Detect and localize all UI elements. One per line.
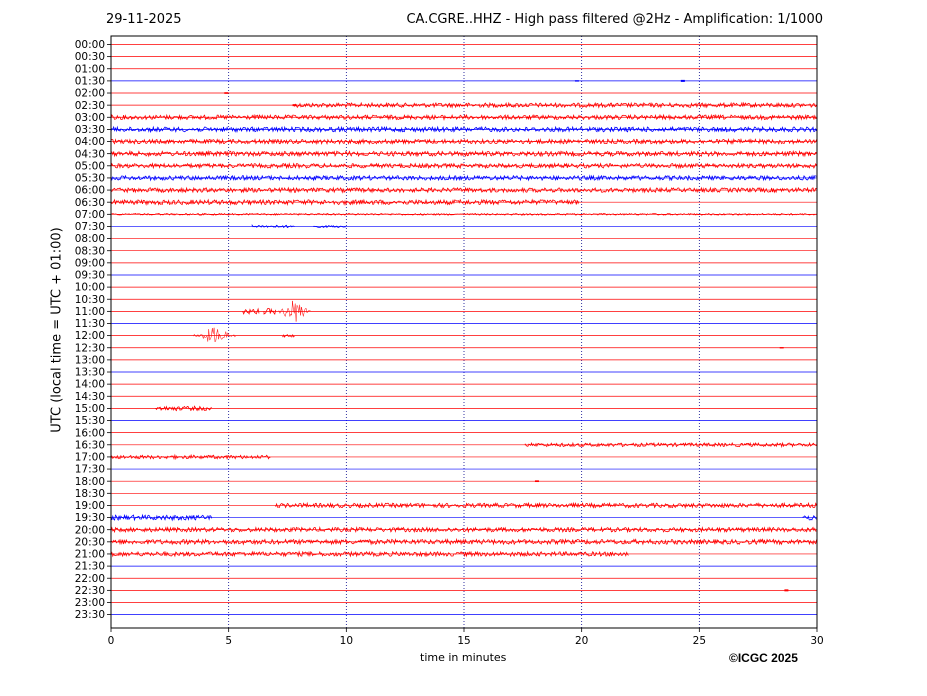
trace-signal [313,224,346,229]
y-tick-label: 15:30 [75,415,105,427]
y-tick-label: 04:30 [75,148,105,160]
trace-signal [251,223,295,229]
trace-signal [263,307,277,316]
trace-signal [110,525,817,534]
trace-signal [110,125,817,134]
x-tick-label: 25 [693,635,706,647]
y-tick-label: 07:30 [75,221,105,233]
trace-signal [110,212,817,216]
y-tick-label: 09:00 [75,257,105,269]
y-tick-label: 17:00 [75,452,105,464]
x-tick-label: 5 [225,635,232,647]
y-tick-label: 01:30 [75,75,105,87]
trace-signal [275,501,817,510]
y-tick-label: 14:30 [75,391,105,403]
y-tick-label: 00:00 [75,39,105,51]
x-tick-label: 20 [575,635,588,647]
y-tick-label: 18:00 [75,476,105,488]
y-tick-label: 04:00 [75,136,105,148]
y-tick-label: 19:30 [75,512,105,524]
trace-signal [277,300,311,322]
y-tick-label: 12:30 [75,342,105,354]
y-tick-label: 09:30 [75,270,105,282]
y-tick-label: 16:30 [75,439,105,451]
y-tick-label: 08:30 [75,245,105,257]
x-tick-label: 30 [810,635,823,647]
trace-signal [110,186,817,194]
y-tick-label: 13:00 [75,354,105,366]
y-tick-label: 10:30 [75,294,105,306]
y-tick-label: 05:30 [75,173,105,185]
trace-signal [110,137,817,146]
y-tick-label: 11:00 [75,306,105,318]
trace-signal [110,113,817,121]
y-tick-label: 02:00 [75,88,105,100]
y-tick-label: 22:00 [75,573,105,585]
trace-signal [802,515,817,521]
y-tick-label: 07:00 [75,209,105,221]
y-tick-label: 21:30 [75,561,105,573]
y-tick-label: 19:00 [75,500,105,512]
trace-signal [524,441,817,449]
trace-signal [110,513,213,522]
trace-signal [110,537,817,546]
y-tick-label: 20:30 [75,536,105,548]
y-tick-label: 14:00 [75,379,105,391]
x-tick-label: 10 [340,635,353,647]
trace-signal [282,333,295,338]
y-axis-label: UTC (local time = UTC + 01:00) [49,227,65,433]
y-tick-label: 16:00 [75,427,105,439]
trace-signal [155,405,212,412]
y-tick-label: 00:30 [75,51,105,63]
y-tick-label: 20:00 [75,524,105,536]
y-tick-label: 03:00 [75,112,105,124]
y-tick-label: 13:30 [75,367,105,379]
y-tick-label: 06:30 [75,197,105,209]
trace-signal [110,550,629,558]
trace-signal [110,149,817,158]
y-tick-label: 03:30 [75,124,105,136]
y-tick-label: 15:00 [75,403,105,415]
copyright-label: ©ICGC 2025 [729,651,798,665]
trace-signal [110,453,271,461]
y-tick-label: 12:00 [75,330,105,342]
y-tick-label: 18:30 [75,488,105,500]
y-tick-label: 23:00 [75,597,105,609]
y-tick-label: 23:30 [75,609,105,621]
y-tick-label: 10:00 [75,282,105,294]
y-tick-label: 11:30 [75,318,105,330]
y-tick-label: 22:30 [75,585,105,597]
trace-signal [242,307,260,315]
y-tick-label: 01:00 [75,63,105,75]
trace-signal [294,101,817,109]
chart-title: CA.CGRE..HHZ - High pass filtered @2Hz -… [406,12,823,27]
y-tick-label: 08:00 [75,233,105,245]
x-tick-label: 15 [457,635,470,647]
y-tick-label: 17:30 [75,464,105,476]
x-axis-label: time in minutes [420,651,507,664]
y-tick-label: 02:30 [75,100,105,112]
trace-signal [193,327,236,343]
y-tick-label: 06:00 [75,185,105,197]
trace-signal [110,162,817,170]
x-tick-label: 0 [108,635,115,647]
date-label: 29-11-2025 [106,12,182,27]
y-tick-label: 21:00 [75,549,105,561]
y-tick-label: 05:00 [75,160,105,172]
trace-signal [110,174,817,182]
trace-signal [110,198,580,206]
